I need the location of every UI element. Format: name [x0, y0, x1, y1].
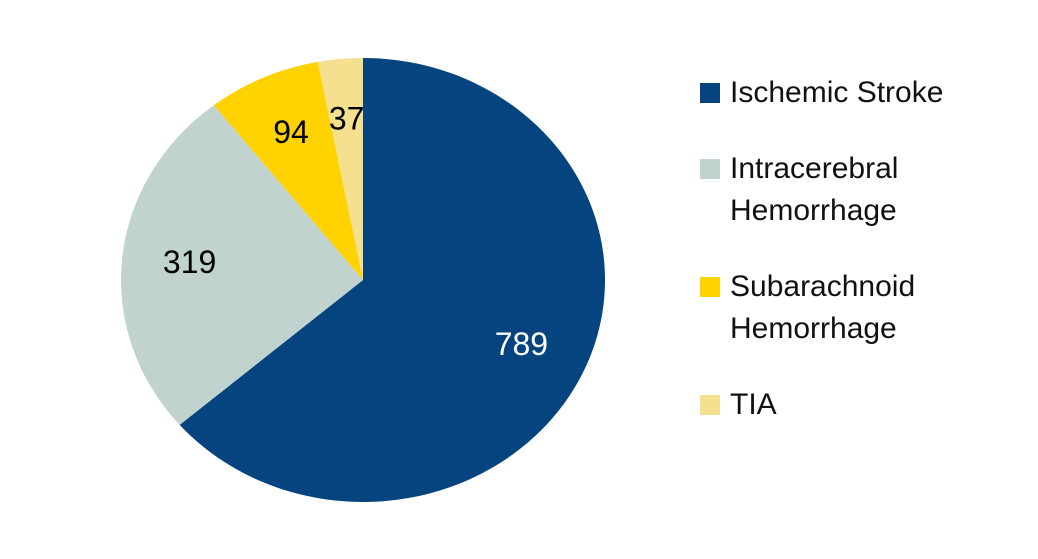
legend-item: Ischemic Stroke — [700, 72, 1000, 114]
legend-label: Ischemic Stroke — [730, 76, 944, 109]
legend-label: Intracerebral Hemorrhage — [730, 152, 899, 227]
pie-slice — [120, 105, 363, 425]
data-label: 319 — [163, 244, 216, 280]
data-label: 94 — [273, 114, 309, 150]
pie-slice — [317, 58, 363, 280]
legend-item: Intracerebral Hemorrhage — [700, 148, 1000, 232]
legend-swatch — [700, 83, 720, 103]
legend-swatch — [700, 395, 720, 415]
data-label: 789 — [495, 326, 548, 362]
legend-swatch — [700, 159, 720, 179]
legend-item: Subarachnoid Hemorrhage — [700, 266, 1000, 350]
data-label: 37 — [329, 100, 365, 136]
legend-label: Subarachnoid Hemorrhage — [730, 270, 916, 345]
pie-slice — [213, 61, 363, 280]
legend: Ischemic Stroke Intracerebral Hemorrhage S… — [700, 72, 1000, 460]
pie-slice — [179, 58, 605, 503]
legend-label: TIA — [730, 388, 777, 421]
legend-swatch — [700, 277, 720, 297]
legend-item: TIA — [700, 384, 1000, 426]
chart: 789 319 94 37 — [120, 58, 605, 503]
